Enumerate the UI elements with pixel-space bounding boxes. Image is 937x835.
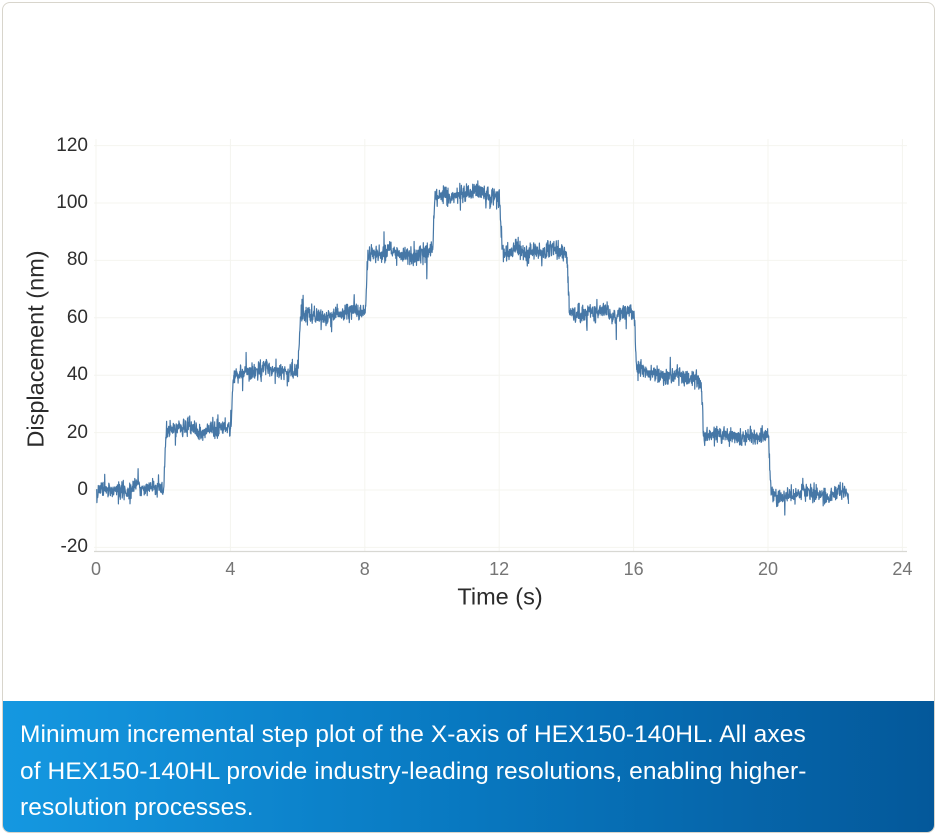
y-tick-120: 120 — [56, 134, 88, 156]
y-tick-40: 40 — [66, 364, 88, 386]
caption-bar: Minimum incremental step plot of the X-a… — [3, 701, 934, 832]
x-tick-12: 12 — [489, 559, 510, 579]
x-tick-20: 20 — [757, 559, 779, 579]
step-plot-chart — [94, 139, 907, 553]
y-tick--20: -20 — [60, 536, 88, 558]
x-tick-16: 16 — [623, 559, 644, 579]
y-tick-60: 60 — [66, 306, 88, 328]
y-tick-100: 100 — [56, 192, 88, 213]
x-tick-4: 4 — [225, 559, 236, 579]
y-tick-20: 20 — [66, 421, 88, 443]
x-tick-8: 8 — [359, 559, 370, 579]
y-tick-80: 80 — [66, 249, 88, 271]
caption-line-2: of HEX150-140HL provide industry-leading… — [20, 757, 807, 785]
y-tick-0: 0 — [77, 479, 88, 500]
x-axis-label: Time (s) — [457, 583, 543, 610]
caption-line-1: Minimum incremental step plot of the X-a… — [20, 721, 806, 748]
y-axis-label: Displacement (nm) — [22, 250, 49, 448]
caption-line-3: resolution processes. — [20, 794, 254, 821]
displacement-trace — [96, 180, 850, 516]
x-tick-0: 0 — [90, 559, 102, 579]
x-tick-24: 24 — [892, 559, 913, 579]
